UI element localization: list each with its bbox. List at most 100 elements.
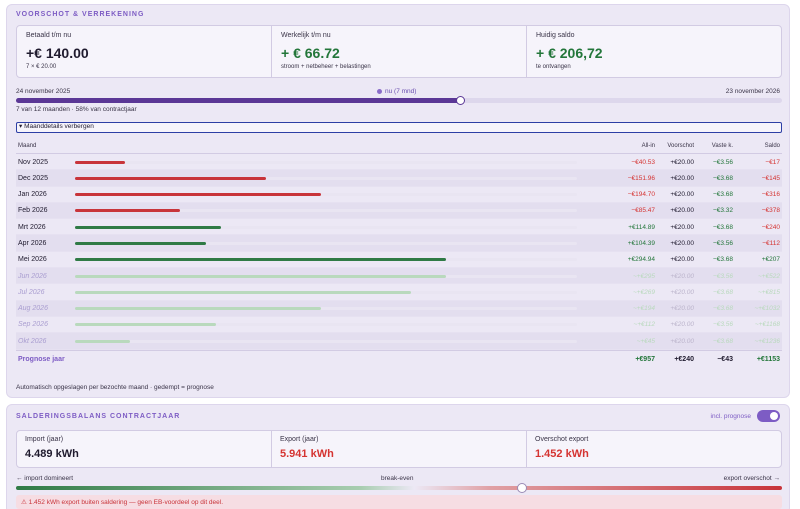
voorschot-value: +€20.00 [670,223,694,231]
table-row: Jan 2026 −€194.70 +€20.00 −€3.68 −€316 [16,187,782,203]
saldo-value: −€378 [761,207,780,215]
header-allin: All-in [641,143,655,149]
saldo-value: ~+€1236 [754,337,780,345]
stats-row: Betaald t/m nu +€ 140.00 7 × € 20.00 Wer… [16,25,782,78]
month-bar [75,307,321,311]
table-row: Mrt 2026 +€114.89 +€20.00 −€3.68 −€240 [16,219,782,236]
allin-value: ~+€194 [632,305,655,313]
header-saldo: Saldo [764,143,780,149]
saldo-value: −€145 [761,174,780,182]
month-bar-track [75,290,577,294]
stat-overschot: Overschot export 1.452 kWh [527,431,781,467]
month-label: Apr 2026 [18,239,47,247]
month-bar-track [75,193,577,197]
saldo-value: −€17 [765,158,780,166]
vaste-value: −€3.68 [712,174,733,182]
header-voorschot: Voorschot [667,143,694,149]
month-label: Jul 2026 [18,288,45,296]
month-label: Mrt 2026 [18,223,46,231]
month-bar [75,209,181,213]
table-row: Nov 2025 −€40.53 +€20.00 −€3.56 −€17 [16,154,782,171]
vaste-value: −€3.68 [712,191,733,199]
allin-value: −€85.47 [631,207,655,215]
saldo-value: ~+€522 [757,272,780,280]
saldo-value: −€112 [762,239,780,247]
stat-value: 1.452 kWh [535,448,589,460]
vaste-value: −€3.68 [712,256,733,264]
stat-value: +€ 140.00 [26,45,89,61]
month-bar [75,290,412,294]
month-label: Dec 2025 [18,174,48,182]
header-vaste: Vaste k. [711,143,733,149]
voorschot-value: +€20.00 [670,305,694,313]
prognose-voorschot: +€240 [674,355,694,363]
voorschot-value: +€20.00 [670,337,694,345]
month-label: Mei 2026 [18,256,47,264]
vaste-value: −€3.68 [712,305,733,313]
month-bar-track [75,176,577,180]
voorschot-panel: VOORSCHOT & VERREKENING Betaald t/m nu +… [6,4,790,398]
month-bar-track [75,274,577,278]
contract-progress [16,95,782,105]
prognose-toggle-label: incl. prognose [710,413,751,420]
saldo-value: ~+€815 [757,288,780,296]
stat-value: 5.941 kWh [280,448,334,460]
month-bar [75,323,216,327]
month-bar-track [75,241,577,245]
progress-fill [16,98,461,103]
month-bar [75,225,221,229]
now-dot-icon [377,88,382,94]
vaste-value: −€3.68 [712,337,733,345]
vaste-value: −€3.56 [712,158,733,166]
stat-sub: stroom + netbeheer + belastingen [281,64,371,70]
month-label: Okt 2026 [18,337,47,345]
vaste-value: −€3.68 [712,288,733,296]
saldering-stats: Import (jaar) 4.489 kWh Export (jaar) 5.… [16,430,782,468]
saldering-balance-bar [16,482,782,493]
month-table: Maand All-in Voorschot Vaste k. Saldo No… [16,140,782,368]
stat-label: Betaald t/m nu [26,32,72,39]
allin-value: ~+€295 [632,272,655,280]
month-bar [75,241,206,245]
balance-marker [516,482,527,493]
stat-value: 4.489 kWh [25,448,79,460]
month-label: Jun 2026 [18,272,47,280]
allin-value: ~+€45 [636,337,655,345]
month-bar-track [75,339,577,343]
progress-text: 7 van 12 maanden · 58% van contractjaar [16,106,137,113]
stat-betaald: Betaald t/m nu +€ 140.00 7 × € 20.00 [17,26,272,77]
voorschot-value: +€20.00 [670,239,694,247]
saldo-value: −€240 [761,223,780,231]
stat-value: + € 66.72 [281,45,340,61]
month-bar [75,274,447,278]
month-bar [75,339,131,343]
stat-label: Overschot export [535,436,589,443]
stat-sub: te ontvangen [536,64,571,70]
table-body: Nov 2025 −€40.53 +€20.00 −€3.56 −€17 Dec 2025… [16,154,782,350]
stat-value: + € 206,72 [536,45,603,61]
table-row: Sep 2026 ~+€112 +€20.00 −€3.56 ~+€1168 [16,317,782,334]
progress-handle[interactable] [455,95,465,105]
stat-import: Import (jaar) 4.489 kWh [17,431,272,467]
month-bar [75,258,447,262]
month-label: Aug 2026 [18,305,48,313]
allin-value: −€194.70 [627,191,655,199]
stat-export: Export (jaar) 5.941 kWh [272,431,527,467]
prognose-saldo: +€1153 [756,355,780,363]
month-label: Jan 2026 [18,191,47,199]
footnote: Automatisch opgeslagen per bezochte maan… [16,384,214,391]
saldering-panel: SALDERINGSBALANS CONTRACTJAAR incl. prog… [6,404,790,509]
prognose-vaste: −€43 [717,355,733,363]
voorschot-value: +€20.00 [670,174,694,182]
date-end: 23 november 2026 [725,88,780,95]
voorschot-value: +€20.00 [670,272,694,280]
stat-saldo: Huidig saldo + € 206,72 te ontvangen [527,26,781,77]
allin-value: +€104.39 [627,239,655,247]
month-bar-track [75,307,577,311]
allin-value: ~+€269 [632,288,655,296]
incl-prognose-toggle[interactable] [757,410,780,422]
now-label: nu (7 mnd) [385,88,417,95]
header-month: Maand [18,143,37,149]
toggle-month-details-button[interactable]: ▾ Maanddetails verbergen [16,122,782,133]
voorschot-value: +€20.00 [670,158,694,166]
